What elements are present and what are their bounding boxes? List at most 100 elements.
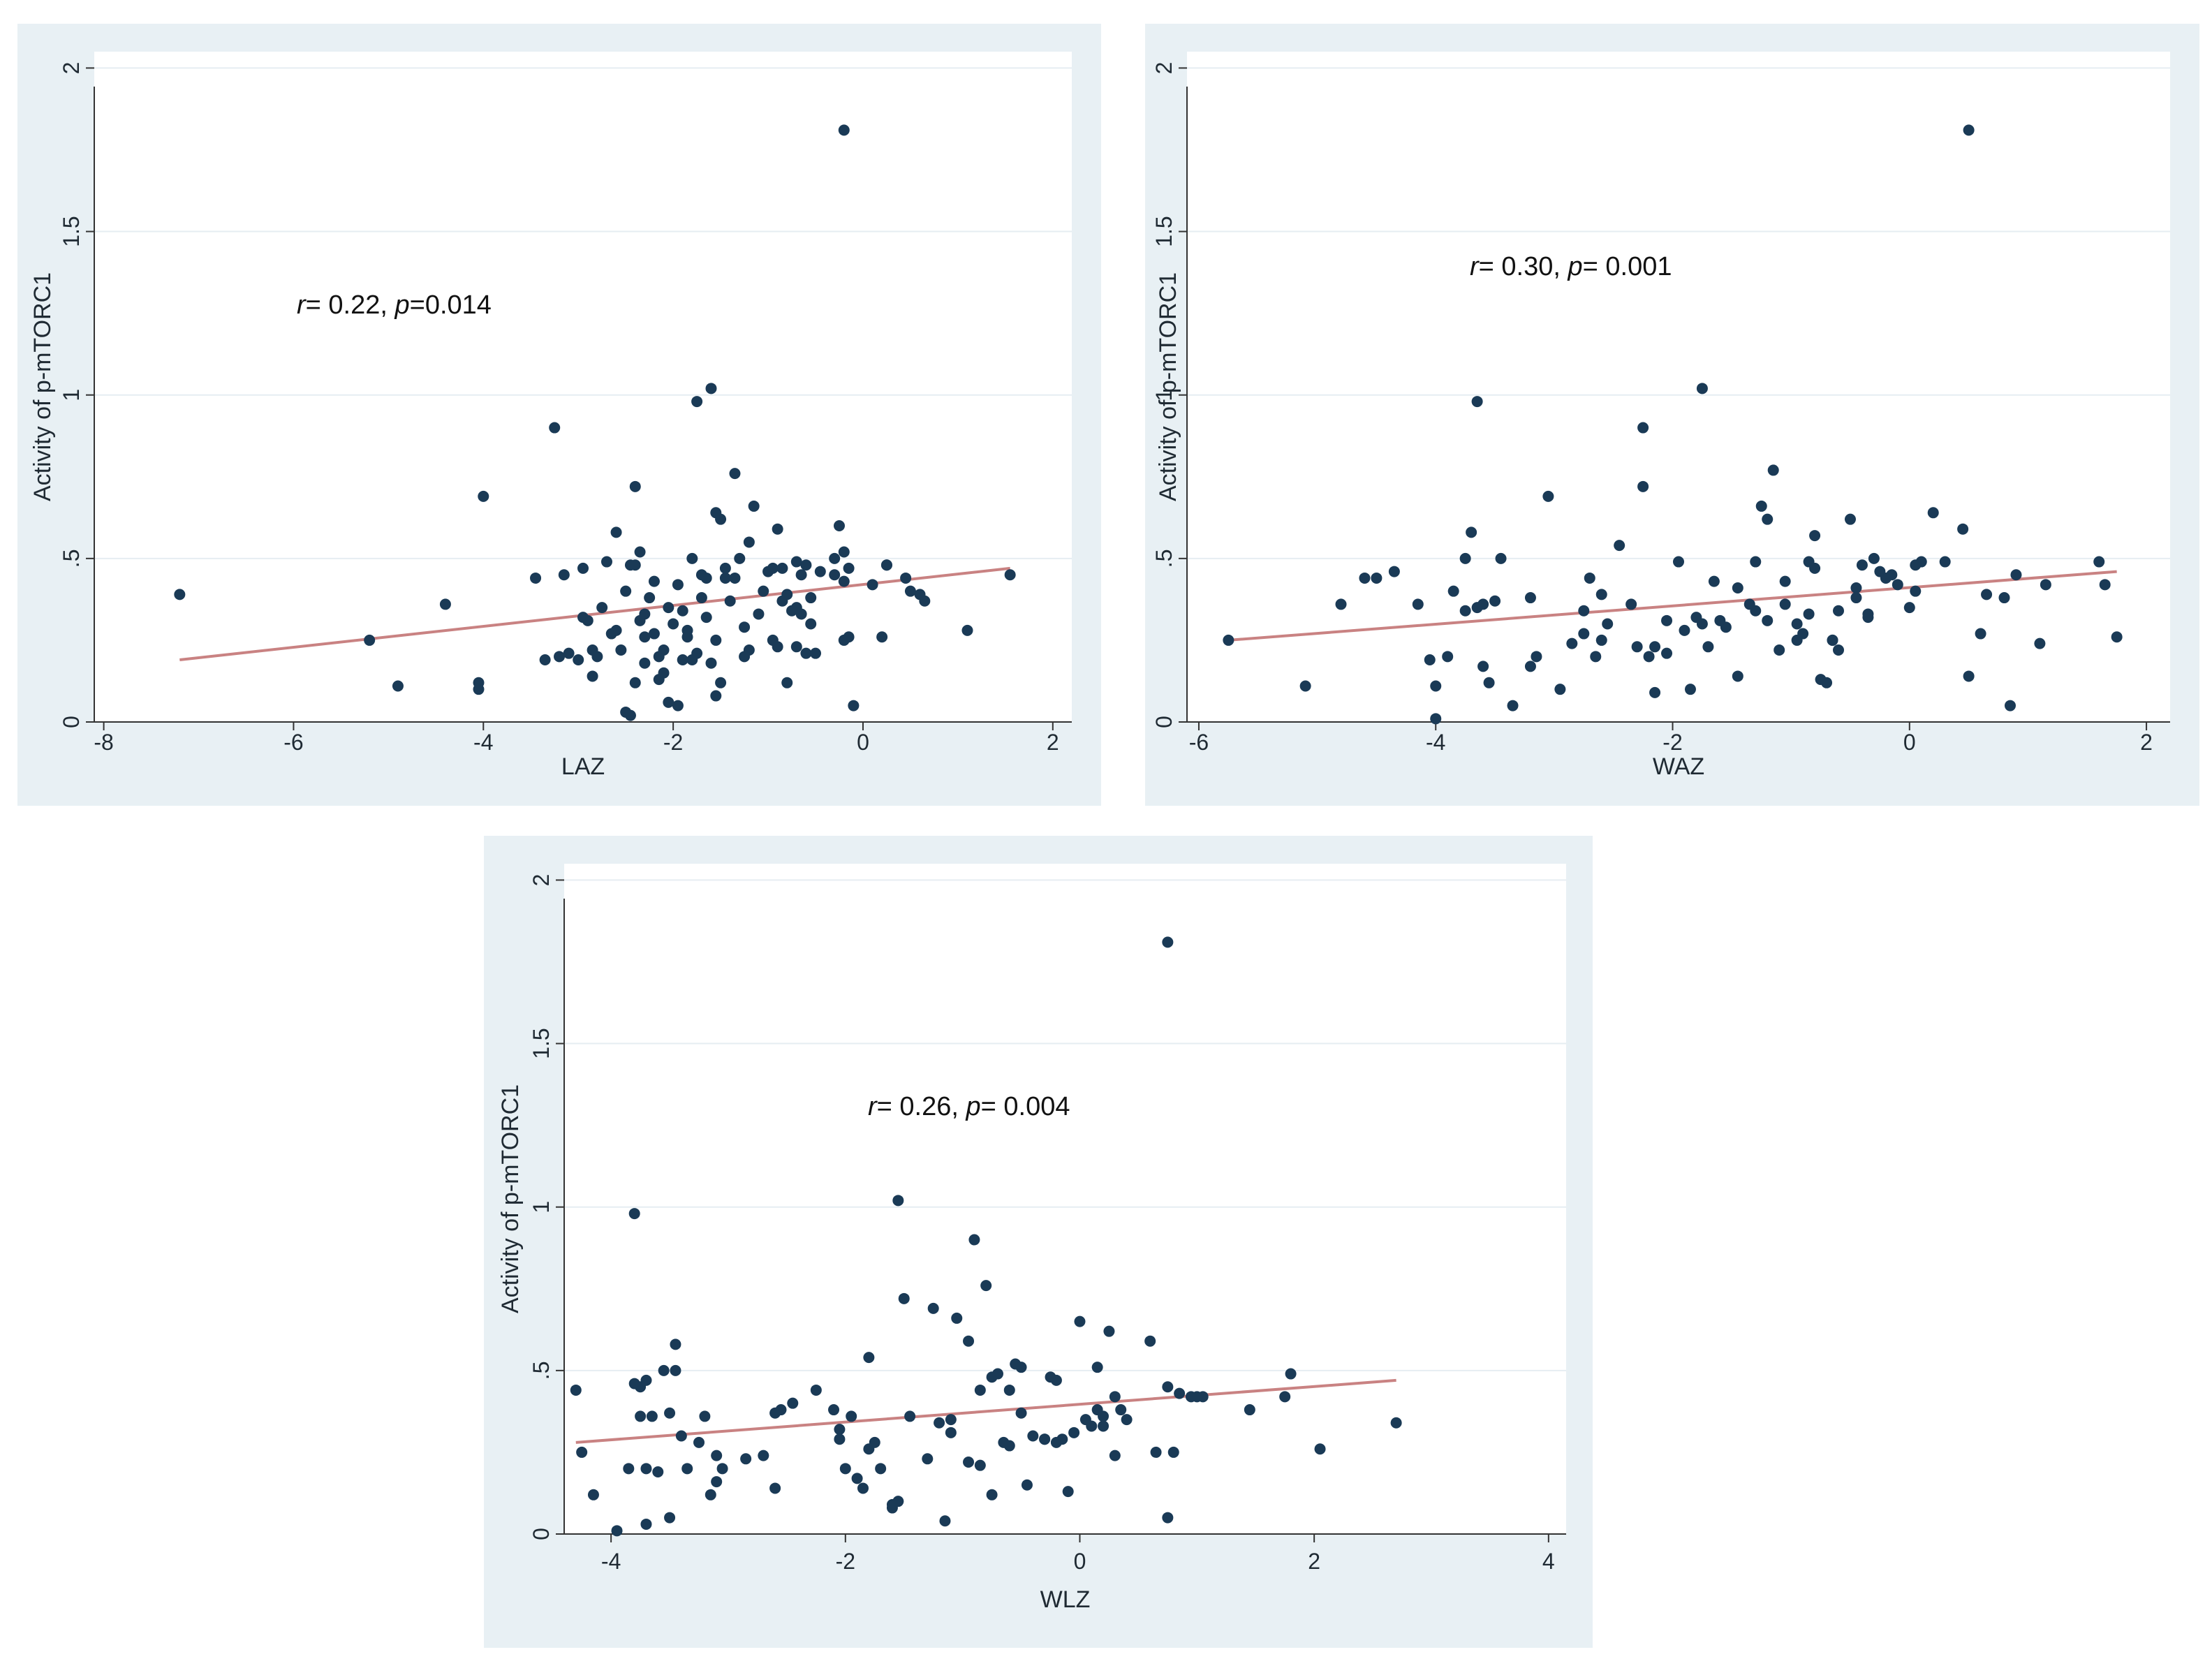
wlz-data-point	[1150, 1446, 1162, 1458]
waz-data-point	[1750, 605, 1762, 617]
wlz-y-tick-label: 1	[529, 1201, 554, 1214]
waz-data-point	[1673, 556, 1684, 568]
wlz-data-point	[1285, 1368, 1297, 1380]
wlz-data-point	[1068, 1426, 1080, 1438]
wlz-data-point	[1050, 1374, 1062, 1386]
laz-data-point	[691, 396, 703, 408]
laz-data-point	[838, 575, 850, 587]
waz-data-point	[1809, 562, 1821, 574]
wlz-data-point	[640, 1463, 652, 1475]
wlz-y-axis-title: Activity of p-mTORC1	[497, 1084, 524, 1313]
waz-data-point	[1584, 572, 1595, 584]
wlz-data-point	[611, 1525, 623, 1537]
laz-x-tick-label: -4	[473, 730, 493, 755]
waz-x-tick-label: -6	[1189, 730, 1209, 755]
laz-data-point	[838, 546, 850, 558]
laz-x-tick-label: 2	[1047, 730, 1059, 755]
laz-data-point	[805, 618, 817, 630]
waz-data-point	[1459, 605, 1471, 617]
waz-fit-line	[1228, 570, 2117, 642]
laz-data-point	[577, 612, 589, 624]
laz-x-tick-label: -8	[94, 730, 113, 755]
laz-data-point	[600, 556, 612, 568]
laz-data-point	[596, 602, 608, 614]
laz-data-point	[620, 585, 632, 597]
waz-data-point	[1637, 480, 1649, 492]
waz-data-point	[1850, 592, 1862, 604]
waz-data-point	[2034, 637, 2046, 649]
wlz-data-point	[758, 1450, 769, 1461]
waz-data-point	[1779, 598, 1791, 610]
waz-data-point	[1590, 651, 1602, 663]
waz-data-point	[1524, 592, 1536, 604]
laz-scatter-plot: 0 .5 1 1.5 2 -8 -6 -4 -2 0 2 LAZ Activity of p-mTORC…	[29, 52, 1072, 780]
wlz-scatter-plot: 0 .5 1 1.5 2 -4 -2 0 2 4 WLZ Activity of p-mTORC1 r=…	[497, 864, 1566, 1613]
wlz-data-point	[1062, 1486, 1074, 1498]
wlz-data-point	[628, 1208, 640, 1220]
waz-data-point	[1915, 556, 1927, 568]
wlz-data-point	[711, 1476, 723, 1488]
wlz-data-point	[1174, 1387, 1186, 1399]
waz-data-point	[1903, 602, 1915, 614]
waz-data-point	[1495, 552, 1507, 564]
laz-data-point	[800, 559, 812, 571]
waz-y-tick-label: 0	[1151, 716, 1177, 728]
wlz-data-point	[664, 1407, 676, 1419]
laz-data-point	[695, 592, 707, 604]
wlz-data-point	[963, 1456, 975, 1468]
waz-data-point	[1833, 644, 1845, 656]
waz-plot-area	[1187, 52, 2170, 722]
waz-scatter-plot: 0 .5 1 1.5 2 -6 -4 -2 0 2 WAZ Activity of p-mTORC1 r…	[1151, 52, 2170, 780]
laz-data-point	[772, 523, 783, 535]
waz-data-point	[1868, 552, 1880, 564]
laz-data-point	[653, 674, 665, 686]
laz-data-point	[810, 647, 822, 659]
laz-data-point	[790, 641, 802, 653]
laz-data-point	[867, 579, 878, 591]
laz-data-point	[724, 595, 736, 607]
waz-data-point	[1732, 582, 1743, 593]
wlz-data-point	[846, 1410, 857, 1422]
wlz-data-point	[587, 1489, 599, 1501]
wlz-data-point	[904, 1410, 916, 1422]
wlz-data-point	[834, 1433, 846, 1445]
laz-data-point	[790, 556, 802, 568]
waz-data-point	[1774, 644, 1785, 656]
wlz-data-point	[1086, 1420, 1098, 1432]
wlz-data-point	[1314, 1443, 1326, 1455]
waz-data-point	[1963, 670, 1975, 682]
wlz-data-point	[934, 1417, 945, 1429]
laz-y-tick-label: 0	[59, 716, 84, 728]
waz-data-point	[1981, 589, 1993, 600]
laz-data-point	[663, 602, 674, 614]
wlz-data-point	[939, 1515, 951, 1527]
wlz-x-tick-label: -2	[836, 1549, 855, 1574]
laz-data-point	[554, 651, 566, 663]
waz-y-tick-label: .5	[1151, 550, 1177, 568]
laz-data-point	[772, 641, 783, 653]
laz-data-point	[739, 651, 751, 663]
waz-data-point	[1507, 700, 1519, 711]
laz-data-point	[705, 657, 717, 669]
waz-data-point	[2004, 700, 2016, 711]
laz-x-tick-label: -2	[663, 730, 683, 755]
wlz-data-point	[834, 1424, 846, 1436]
waz-data-point	[1223, 634, 1234, 646]
wlz-data-point	[810, 1384, 822, 1396]
laz-data-point	[715, 677, 727, 688]
wlz-y-tick-label: 2	[529, 874, 554, 887]
waz-data-point	[1471, 396, 1483, 408]
waz-data-point	[1424, 654, 1436, 666]
waz-data-point	[1791, 634, 1803, 646]
wlz-data-point	[1390, 1417, 1402, 1429]
laz-outlier-point	[838, 124, 850, 136]
laz-data-point	[610, 526, 622, 538]
wlz-data-point	[963, 1335, 975, 1347]
wlz-data-point	[652, 1466, 664, 1478]
waz-data-point	[1371, 572, 1382, 584]
wlz-data-point	[974, 1459, 986, 1471]
wlz-data-point	[716, 1463, 728, 1475]
waz-data-point	[1442, 651, 1454, 663]
laz-data-point	[729, 572, 741, 584]
laz-data-point	[558, 569, 570, 581]
